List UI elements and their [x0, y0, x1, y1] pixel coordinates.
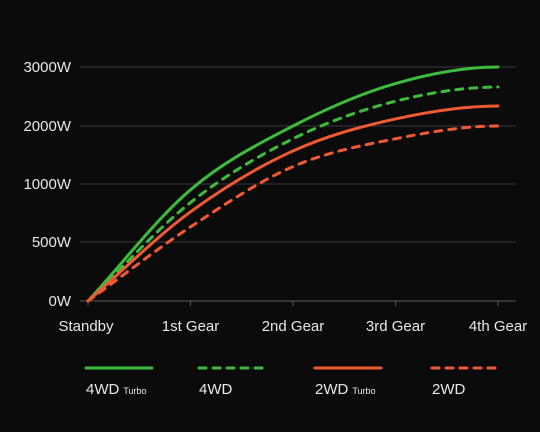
legend-label-name: 4WD: [86, 381, 120, 398]
legend-label-name: 2WD: [315, 381, 349, 398]
x-tick-label: 4th Gear: [469, 318, 527, 335]
series-line-2wd: [86, 124, 500, 303]
legend-label-sub: Turbo: [352, 386, 375, 396]
y-tick-label: 500W: [32, 234, 72, 251]
x-axis-tick-labels: Standby 1st Gear 2nd Gear 3rd Gear 4th Gear: [58, 301, 527, 335]
legend: 4WD Turbo 4WD 2WD Turbo 2WD: [84, 366, 500, 398]
series-line-4wd: [86, 85, 500, 303]
grid-lines: [80, 66, 516, 302]
x-tick-label: 2nd Gear: [262, 318, 325, 335]
y-axis-tick-labels: 0W 500W 1000W 2000W 3000W: [23, 59, 71, 310]
y-tick-label: 0W: [49, 293, 72, 310]
y-tick-label: 3000W: [23, 59, 71, 76]
x-tick-label: 3rd Gear: [366, 318, 425, 335]
y-tick-label: 1000W: [23, 176, 71, 193]
legend-label: 4WD Turbo: [86, 381, 147, 398]
x-tick-label: 1st Gear: [162, 318, 220, 335]
legend-label-sub: Turbo: [123, 386, 146, 396]
series-lines: [86, 65, 500, 303]
legend-label-name: 4WD: [199, 381, 233, 398]
y-tick-label: 2000W: [23, 118, 71, 135]
legend-label: 2WD: [432, 381, 466, 398]
x-tick-label: Standby: [58, 318, 114, 335]
legend-label-name: 2WD: [432, 381, 466, 398]
series-line-2wd-turbo: [86, 104, 500, 303]
series-line-4wd-turbo: [86, 65, 500, 303]
legend-label: 4WD: [199, 381, 233, 398]
legend-label: 2WD Turbo: [315, 381, 376, 398]
